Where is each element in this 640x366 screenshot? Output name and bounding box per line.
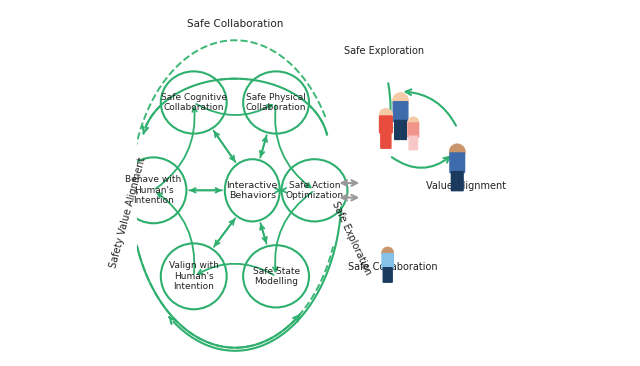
FancyBboxPatch shape	[451, 172, 457, 191]
Text: Safe Exploration: Safe Exploration	[344, 46, 424, 56]
Ellipse shape	[161, 243, 227, 309]
Text: Safe Collaboration: Safe Collaboration	[348, 262, 438, 272]
Ellipse shape	[243, 71, 309, 134]
Circle shape	[381, 247, 394, 259]
FancyBboxPatch shape	[388, 268, 392, 282]
Circle shape	[392, 93, 408, 109]
FancyBboxPatch shape	[383, 268, 388, 282]
Text: Safe Action
Optimization: Safe Action Optimization	[285, 180, 344, 200]
Text: Safe State
Modelling: Safe State Modelling	[253, 266, 300, 286]
FancyBboxPatch shape	[393, 102, 408, 122]
Ellipse shape	[161, 71, 227, 134]
Circle shape	[379, 108, 393, 122]
Text: Safe Physical
Collaboration: Safe Physical Collaboration	[246, 93, 307, 112]
FancyBboxPatch shape	[381, 132, 386, 148]
FancyBboxPatch shape	[386, 132, 391, 148]
FancyBboxPatch shape	[458, 172, 463, 191]
FancyBboxPatch shape	[380, 116, 392, 133]
Text: Behave with
Human's
Intention: Behave with Human's Intention	[125, 175, 182, 205]
Circle shape	[408, 117, 419, 128]
Ellipse shape	[243, 245, 309, 307]
Text: Value Alignment: Value Alignment	[426, 181, 506, 191]
Text: Interactive
Behaviors: Interactive Behaviors	[227, 180, 278, 200]
Text: Valign with
Human's
Intention: Valign with Human's Intention	[169, 261, 219, 291]
FancyBboxPatch shape	[413, 136, 417, 150]
FancyBboxPatch shape	[382, 254, 394, 269]
Text: Safe Cognitive
Collaboration: Safe Cognitive Collaboration	[161, 93, 227, 112]
Ellipse shape	[120, 157, 186, 223]
FancyBboxPatch shape	[395, 120, 400, 139]
FancyBboxPatch shape	[409, 136, 413, 150]
Text: Safety Value Alignment: Safety Value Alignment	[108, 156, 147, 269]
FancyBboxPatch shape	[450, 153, 465, 173]
Ellipse shape	[282, 159, 348, 221]
Text: Safe Collaboration: Safe Collaboration	[187, 19, 284, 29]
Text: Safe Exploration: Safe Exploration	[330, 199, 372, 276]
FancyBboxPatch shape	[401, 120, 406, 139]
Circle shape	[449, 144, 465, 160]
FancyBboxPatch shape	[408, 123, 419, 137]
Ellipse shape	[225, 159, 280, 221]
